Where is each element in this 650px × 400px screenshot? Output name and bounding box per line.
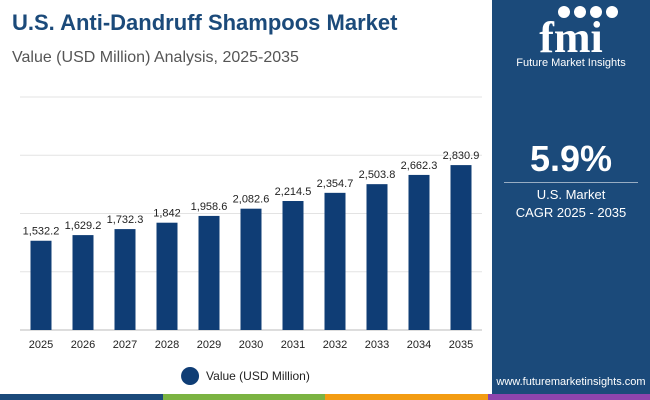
stripe-segment-3: [325, 394, 488, 400]
bar: [240, 208, 262, 330]
side-panel: fmi Future Market Insights 5.9% U.S. Mar…: [492, 0, 650, 394]
bar: [324, 192, 346, 330]
website-link[interactable]: www.futuremarketinsights.com: [496, 376, 646, 388]
bar: [198, 215, 220, 330]
logo-caption: Future Market Insights: [516, 57, 626, 69]
data-label: 2,214.5: [275, 186, 312, 198]
data-label: 1,629.2: [65, 220, 102, 232]
chart-subtitle: Value (USD Million) Analysis, 2025-2035: [12, 49, 299, 66]
bar-chart: 1,532.2 2025 1,629.2 2026 1,732.3 2027 1,842 20…: [20, 96, 482, 385]
x-tick-label: 2031: [281, 339, 305, 351]
logo-letters: fmi: [539, 13, 603, 62]
bar: [282, 201, 304, 330]
bar: [366, 184, 388, 330]
chart-title: U.S. Anti-Dandruff Shampoos Market: [12, 10, 398, 35]
data-label: 1,842: [153, 208, 181, 220]
cagr-label-market: U.S. Market: [536, 187, 606, 202]
bar: [450, 165, 472, 330]
cagr-divider: [504, 182, 638, 183]
stripe-segment-2: [162, 394, 325, 400]
x-tick-label: 2029: [197, 339, 221, 351]
bar: [408, 174, 430, 330]
x-tick-label: 2027: [113, 339, 137, 351]
bar: [156, 222, 178, 330]
logo-dot-4: [606, 6, 618, 18]
bar: [114, 229, 136, 330]
data-label: 1,958.6: [191, 201, 228, 213]
legend-marker: [181, 367, 200, 385]
logo-dot-1: [558, 6, 570, 18]
data-label: 2,830.9: [443, 150, 480, 162]
x-tick-label: 2028: [155, 339, 179, 351]
legend-label: Value (USD Million): [206, 369, 310, 383]
data-label: 1,532.2: [23, 226, 60, 238]
x-tick-label: 2025: [29, 339, 53, 351]
data-label: 2,503.8: [359, 169, 396, 181]
data-label: 1,732.3: [107, 214, 144, 226]
data-label: 2,082.6: [233, 194, 270, 206]
bar: [72, 235, 94, 330]
bar: [30, 240, 52, 330]
cagr-value: 5.9%: [529, 138, 613, 179]
logo-dot-2: [574, 6, 586, 18]
fmi-logo: fmi Future Market Insights: [492, 0, 650, 80]
stripe-segment-1: [0, 394, 163, 400]
x-tick-label: 2035: [449, 339, 473, 351]
stripe-segment-4: [487, 394, 650, 400]
x-tick-label: 2033: [365, 339, 389, 351]
x-tick-label: 2030: [239, 339, 263, 351]
x-tick-label: 2026: [71, 339, 95, 351]
data-label: 2,354.7: [317, 178, 354, 190]
data-label: 2,662.3: [401, 160, 438, 172]
cagr-label-period: CAGR 2025 - 2035: [515, 205, 627, 220]
logo-dot-3: [590, 6, 602, 18]
fmi-logo-mark: fmi: [539, 6, 618, 62]
bottom-color-stripe: [0, 394, 650, 400]
x-tick-label: 2032: [323, 339, 347, 351]
x-tick-label: 2034: [407, 339, 431, 351]
